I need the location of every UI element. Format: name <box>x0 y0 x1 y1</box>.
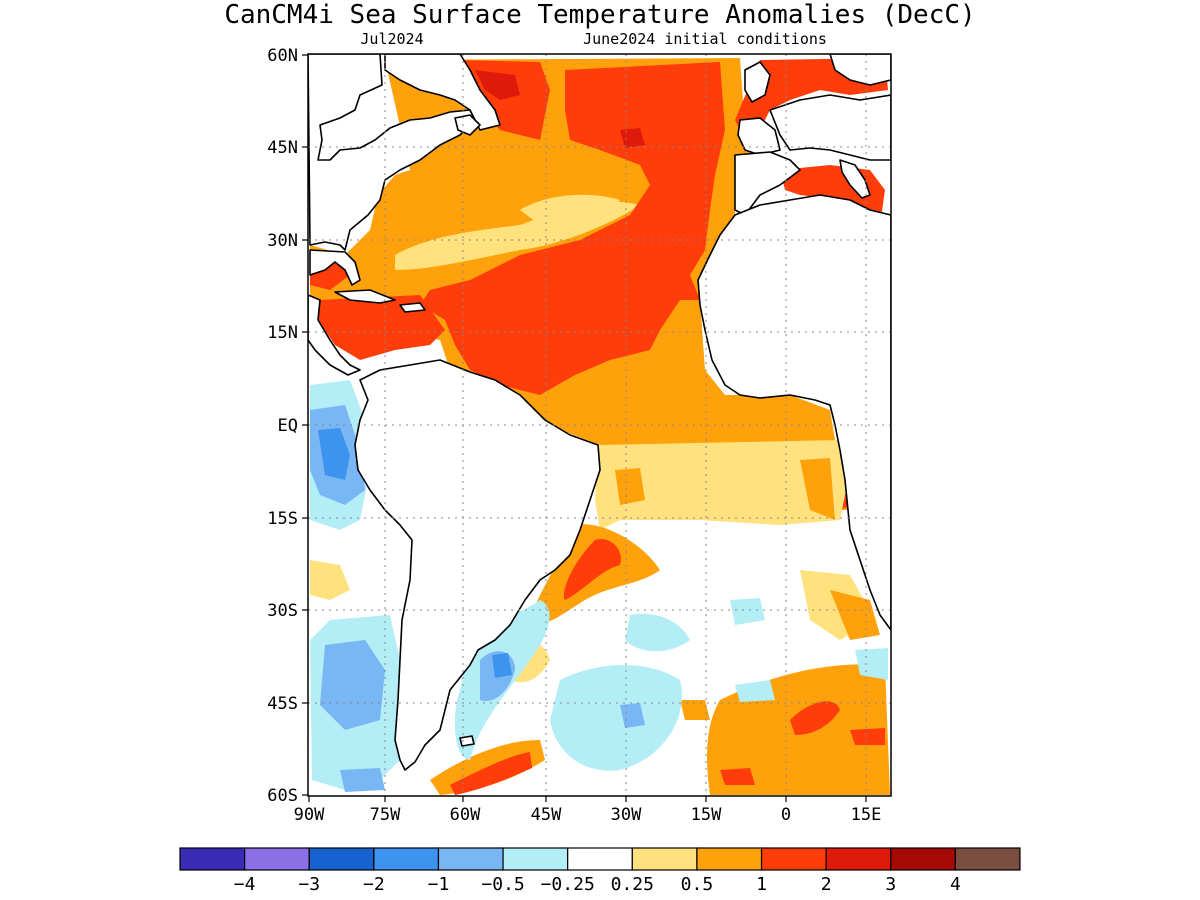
colorbar-label: 4 <box>950 874 961 895</box>
colorbar-swatch <box>631 847 698 871</box>
colorbar-label: 2 <box>821 874 832 895</box>
cuba-island <box>334 289 396 304</box>
colorbar-swatch <box>696 847 763 871</box>
colorbar-label: −0.5 <box>481 874 524 895</box>
map-graticule <box>308 54 891 796</box>
colorbar-label: 0.25 <box>611 874 654 895</box>
cold-patch-drake <box>340 768 385 792</box>
very-warm-spot-north <box>475 70 520 100</box>
lon-label: 75W <box>370 805 401 825</box>
colorbar-swatch <box>308 847 375 871</box>
lon-label: 45W <box>531 805 562 825</box>
warm-south-central-patch <box>680 700 710 720</box>
cool-patch-30w <box>625 613 690 652</box>
scandinavia-land <box>829 54 891 86</box>
colorbar-swatch <box>437 847 504 871</box>
africa-land <box>697 194 891 631</box>
lat-label: 30N <box>267 231 298 251</box>
lat-label: 15S <box>267 509 298 529</box>
strong-warm-southeast-spot <box>720 768 755 785</box>
warm-benguela-band <box>800 458 835 520</box>
lon-label: 60W <box>450 805 481 825</box>
land-masses <box>308 54 891 771</box>
western-europe-land <box>769 94 891 161</box>
colder-eastern-pacific <box>318 428 350 480</box>
strong-warm-southeast-edge <box>850 728 885 745</box>
colorbar-label: −1 <box>428 874 450 895</box>
strong-warm-anomaly-region <box>420 62 725 395</box>
strong-warm-south-atlantic-streak <box>450 752 532 795</box>
florida-land <box>309 249 361 286</box>
colorbar-label: 3 <box>885 874 896 895</box>
colorbar-label: −4 <box>234 874 256 895</box>
strong-warm-southeast-streak <box>790 701 840 735</box>
cool-central-south-region <box>550 665 682 771</box>
falklands-island <box>459 735 475 747</box>
iberia-land <box>734 151 801 216</box>
colorbar-swatch <box>567 847 633 871</box>
colorbar-swatch <box>373 847 440 871</box>
north-america-land <box>308 54 476 251</box>
colorbar-label: 0.5 <box>681 874 714 895</box>
brazil-current-strong-streak <box>564 539 621 600</box>
italy-land <box>839 159 871 199</box>
map-panel <box>308 54 891 796</box>
newfoundland-island <box>454 114 481 136</box>
colder-south-american-shelf <box>492 653 512 678</box>
weak-warm-south-tropics <box>595 440 850 530</box>
central-america-land <box>308 294 361 376</box>
lat-label: 45S <box>267 694 298 714</box>
british-isles-land <box>744 61 771 103</box>
warm-east-cape-patch <box>830 590 880 640</box>
figure-title: CanCM4i Sea Surface Temperature Anomalie… <box>224 0 975 30</box>
colorbar-label: −3 <box>298 874 320 895</box>
warm-south-tropics-patch <box>615 468 645 505</box>
colorbar-swatch <box>890 847 956 871</box>
lon-label: 15E <box>851 805 882 825</box>
weak-warm-patch <box>520 194 620 225</box>
colorbar-label: −2 <box>363 874 385 895</box>
colorbar: −4 −3 −2 −1 −0.5 −0.25 0.25 0.5 1 2 3 4 <box>179 847 1021 895</box>
colorbar-swatch <box>825 847 892 871</box>
lon-label: 30W <box>611 805 642 825</box>
lat-label: 15N <box>267 323 298 343</box>
colorbar-swatch <box>760 847 827 871</box>
cool-patch-far-east <box>855 648 888 680</box>
lon-label: 15W <box>691 805 722 825</box>
cool-patch-mid <box>735 680 775 702</box>
colorbar-swatch <box>502 847 569 871</box>
lat-label: 45N <box>267 138 298 158</box>
forecast-month-label: Jul2024 <box>360 30 423 48</box>
south-america-land <box>354 359 601 771</box>
sst-anomaly-field <box>310 58 890 795</box>
lat-label: 30S <box>267 601 298 621</box>
lat-label: 60N <box>267 46 298 66</box>
cold-pacific-south <box>320 640 385 730</box>
colorbar-swatch <box>954 847 1021 871</box>
colorbar-label: −0.25 <box>541 874 595 895</box>
lat-label: EQ <box>278 416 298 436</box>
lon-label: 0 <box>781 805 791 825</box>
colorbar-label: 1 <box>756 874 767 895</box>
cool-patch-east <box>730 598 765 625</box>
initial-conditions-label: June2024 initial conditions <box>583 30 827 48</box>
colorbar-swatch <box>244 847 310 871</box>
colorbar-swatch <box>179 847 246 871</box>
cold-central-south-patch <box>620 703 645 728</box>
weak-warm-west-patch <box>310 560 350 600</box>
latitude-axis: 60N 45N 30N 15N EQ 15S 30S 45S 60S <box>267 46 308 806</box>
hispaniola-island <box>399 302 426 313</box>
lon-label: 90W <box>294 805 325 825</box>
lat-label: 60S <box>267 786 298 806</box>
longitude-axis: 90W 75W 60W 45W 30W 15W 0 15E <box>294 796 882 825</box>
